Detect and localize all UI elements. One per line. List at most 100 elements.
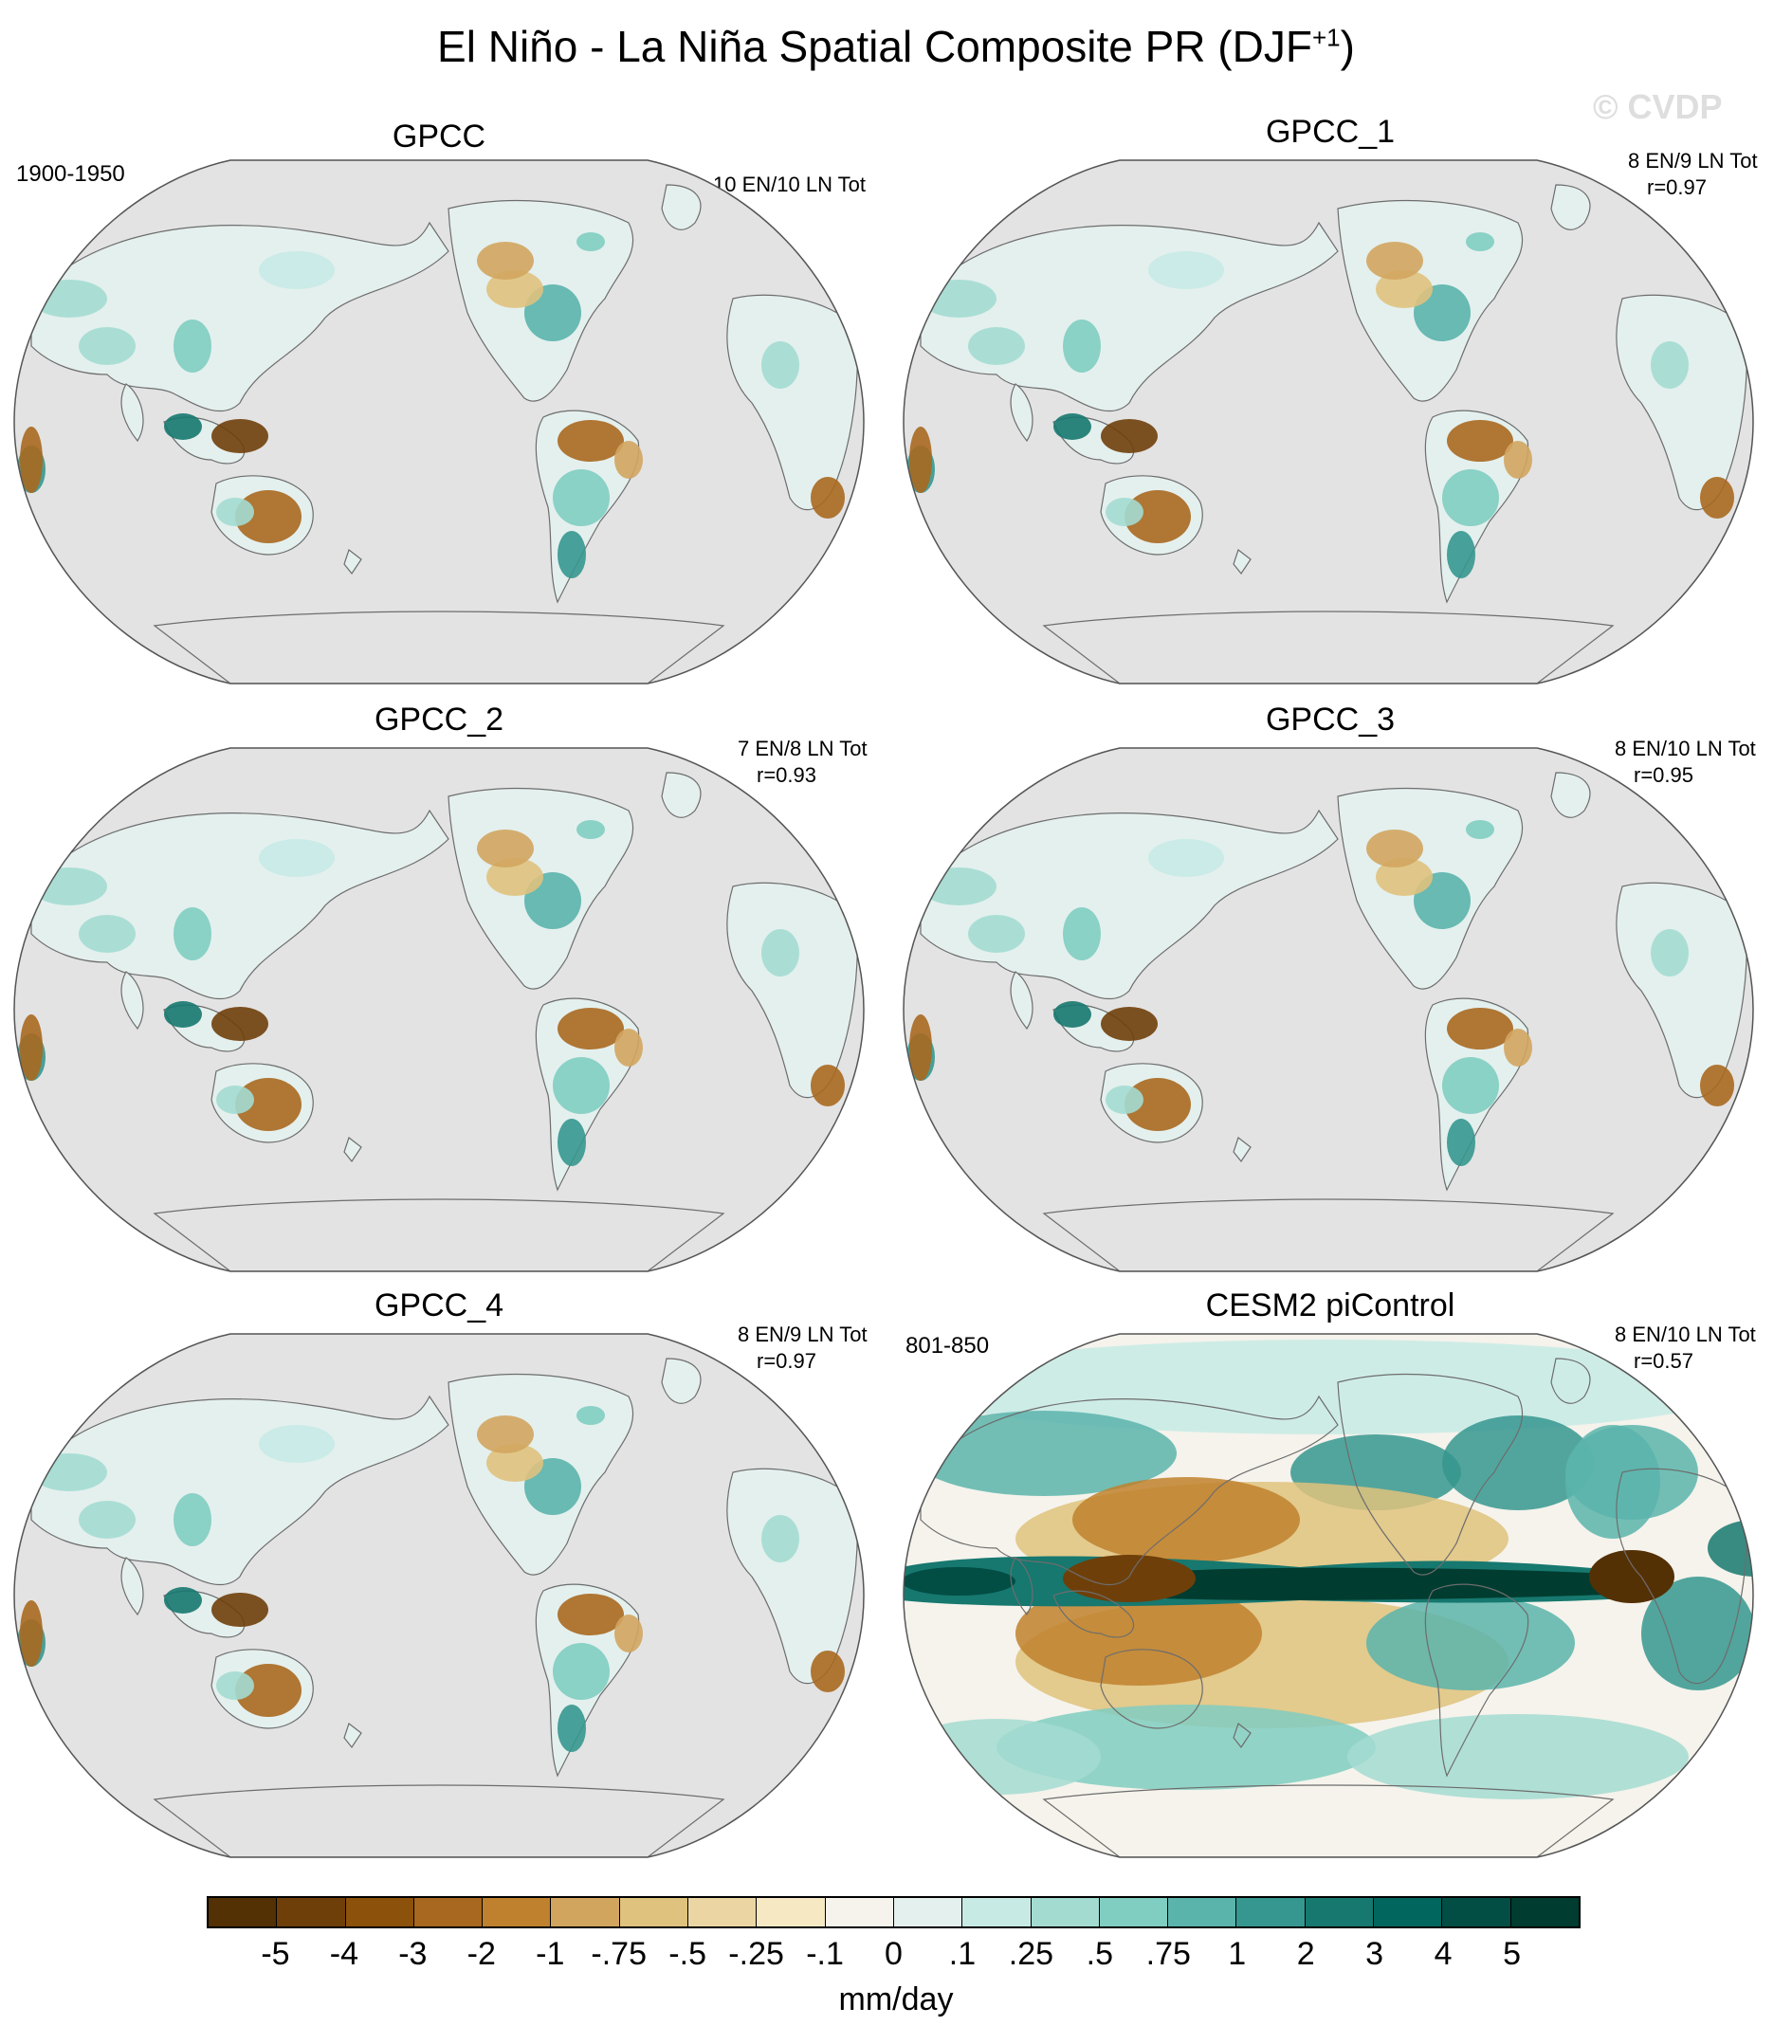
anomaly-region bbox=[1063, 319, 1101, 373]
land-nz bbox=[1233, 1137, 1252, 1163]
colorbar-tick-label: -4 bbox=[329, 1936, 359, 1972]
anomaly-region bbox=[968, 327, 1025, 365]
colorbar-segment bbox=[825, 1898, 894, 1926]
anomaly-region bbox=[1148, 251, 1224, 289]
anomaly-region bbox=[909, 1014, 932, 1081]
anomaly-region bbox=[1148, 839, 1224, 877]
anomaly-region bbox=[216, 1086, 254, 1114]
anomaly-region bbox=[174, 907, 211, 960]
colorbar-segment bbox=[619, 1898, 689, 1926]
colorbar-tick-label: 1 bbox=[1228, 1936, 1247, 1972]
anomaly-region bbox=[1376, 270, 1433, 308]
map-gpcc-1 bbox=[903, 159, 1754, 684]
colorbar-segment bbox=[1510, 1898, 1579, 1926]
anomaly-region bbox=[553, 469, 610, 526]
anomaly-region bbox=[486, 858, 543, 896]
anomaly-region bbox=[1442, 1415, 1594, 1510]
coastline-india bbox=[1010, 1557, 1033, 1616]
anomaly-region bbox=[558, 1705, 586, 1752]
map-outline bbox=[13, 159, 865, 684]
anomaly-region bbox=[909, 427, 932, 493]
colorbar-tick-label: .75 bbox=[1145, 1936, 1191, 1972]
colorbar-units: mm/day bbox=[838, 1981, 954, 2017]
anomaly-region bbox=[477, 1415, 534, 1453]
anomaly-region bbox=[486, 270, 543, 308]
anomaly-region bbox=[216, 1671, 254, 1700]
colorbar-tick-label: -3 bbox=[398, 1936, 428, 1972]
colorbar-segment bbox=[893, 1898, 963, 1926]
panel-stats-gpcc-2: 7 EN/8 LN Tot r=0.93 bbox=[738, 736, 868, 789]
stats-counts: 8 EN/9 LN Tot bbox=[1628, 149, 1758, 173]
land-nz bbox=[343, 1137, 362, 1163]
colorbar-segment bbox=[551, 1898, 620, 1926]
panel-title-gpcc-4: GPCC_4 bbox=[374, 1287, 504, 1323]
anomaly-region bbox=[921, 867, 997, 905]
anomaly-region bbox=[811, 477, 845, 519]
anomaly-region bbox=[811, 1651, 845, 1692]
map-outline bbox=[903, 1333, 1754, 1858]
land-india bbox=[120, 1557, 144, 1616]
anomaly-region bbox=[477, 242, 534, 280]
panel-stats-cesm2-picontrol: 8 EN/10 LN Tot r=0.57 bbox=[1615, 1322, 1756, 1375]
land-antarctica bbox=[1042, 611, 1615, 684]
land-antarctica bbox=[153, 1784, 725, 1857]
map-cesm2-picontrol bbox=[903, 1333, 1754, 1858]
land-greenland bbox=[1550, 772, 1591, 818]
colorbar-segment bbox=[1168, 1898, 1237, 1926]
coastline-seasia bbox=[1052, 1590, 1135, 1638]
anomaly-region bbox=[164, 1001, 202, 1028]
colorbar-segment bbox=[688, 1898, 758, 1926]
colorbar-segment bbox=[757, 1898, 826, 1926]
anomaly-region bbox=[259, 839, 335, 877]
colorbar-tick-label: 2 bbox=[1296, 1936, 1315, 1972]
panel-period-cesm2: 801-850 bbox=[905, 1333, 990, 1359]
anomaly-region bbox=[1053, 1001, 1091, 1028]
anomaly-region bbox=[968, 915, 1025, 953]
anomaly-region bbox=[1565, 1425, 1660, 1539]
anomaly-region bbox=[1447, 1008, 1513, 1049]
colorbar-segment bbox=[1031, 1898, 1100, 1926]
anomaly-region bbox=[614, 441, 643, 479]
colorbar-tick-label: -5 bbox=[261, 1936, 290, 1972]
anomaly-region bbox=[20, 1600, 43, 1667]
anomaly-region bbox=[1466, 232, 1494, 251]
stats-counts: 8 EN/10 LN Tot bbox=[1615, 1323, 1756, 1346]
anomaly-region bbox=[216, 498, 254, 526]
map-gpcc-4 bbox=[13, 1333, 865, 1858]
land-nz bbox=[343, 549, 362, 575]
anomaly-region bbox=[486, 1444, 543, 1482]
anomaly-region bbox=[1442, 1057, 1499, 1114]
anomaly-region bbox=[1466, 820, 1494, 839]
anomaly-region bbox=[20, 1014, 43, 1081]
colorbar-tick-label: -.25 bbox=[728, 1936, 784, 1972]
panel-period-gpcc: 1900-1950 bbox=[16, 161, 125, 187]
anomaly-region bbox=[1442, 469, 1499, 526]
land-nz bbox=[343, 1723, 362, 1749]
stats-counts: 8 EN/9 LN Tot bbox=[738, 1323, 868, 1346]
land-antarctica bbox=[153, 1198, 725, 1271]
anomaly-region bbox=[811, 1065, 845, 1106]
cvdp-watermark: © CVDP bbox=[1593, 87, 1723, 126]
coastline-nz bbox=[1233, 1723, 1252, 1749]
colorbar-tick-label: .1 bbox=[948, 1936, 977, 1972]
panel-stats-gpcc-1: 8 EN/9 LN Tot r=0.97 bbox=[1628, 148, 1758, 201]
colorbar-tick-label: 0 bbox=[885, 1936, 903, 1972]
anomaly-region bbox=[1366, 830, 1423, 867]
coastline-antarctica bbox=[1042, 1784, 1615, 1857]
anomaly-region bbox=[79, 327, 136, 365]
colorbar-tick-label: -.1 bbox=[806, 1936, 844, 1972]
anomaly-region bbox=[1125, 1078, 1191, 1131]
anomaly-region bbox=[614, 1615, 643, 1652]
indian-wet bbox=[904, 1567, 1015, 1596]
anomaly-region bbox=[259, 1425, 335, 1463]
map-gpcc-2 bbox=[13, 747, 865, 1272]
colorbar-segment bbox=[1305, 1898, 1375, 1926]
anomaly-region bbox=[1125, 490, 1191, 543]
colorbar-segment bbox=[1374, 1898, 1443, 1926]
map-outline bbox=[903, 159, 1754, 684]
map-gpcc-3 bbox=[903, 747, 1754, 1272]
colorbar-segment bbox=[1442, 1898, 1511, 1926]
stats-correlation: r=0.57 bbox=[1634, 1349, 1693, 1373]
stats-correlation: r=0.97 bbox=[1647, 175, 1707, 199]
anomaly-region bbox=[614, 1029, 643, 1067]
